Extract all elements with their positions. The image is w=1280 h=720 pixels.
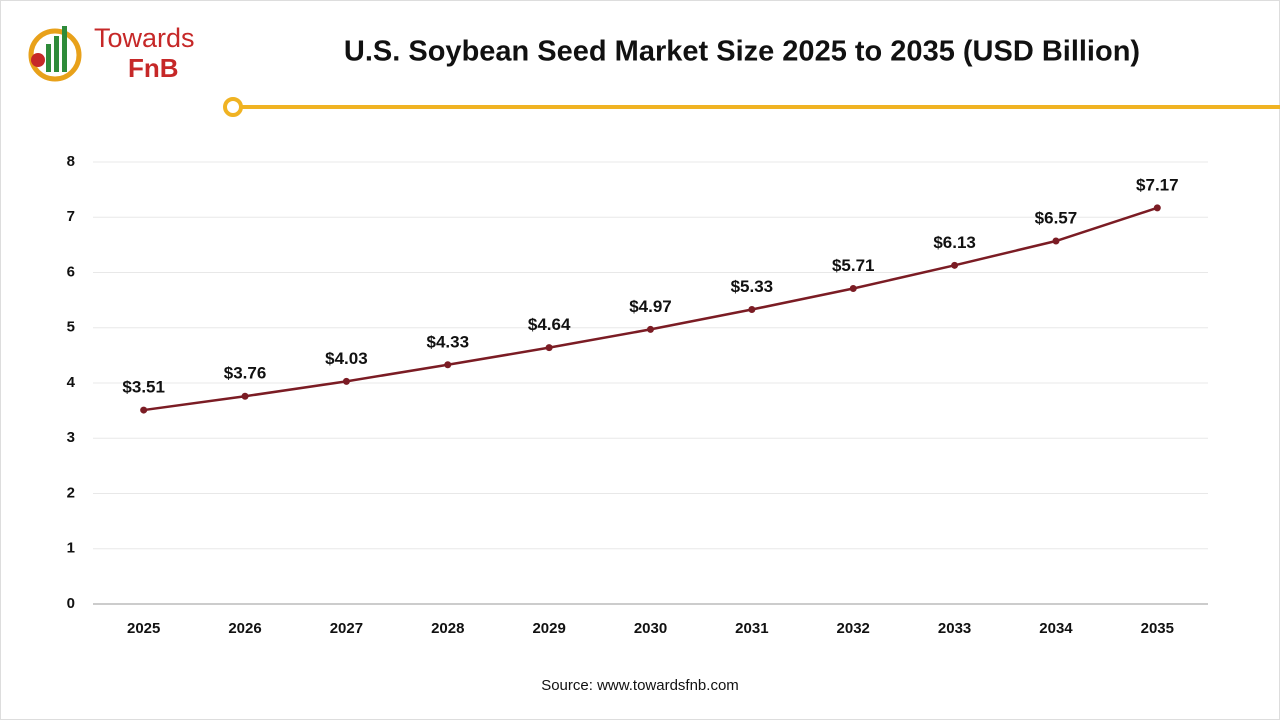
y-tick-label: 3 <box>67 429 75 446</box>
value-label: $4.97 <box>629 297 672 316</box>
y-tick-label: 8 <box>67 153 75 170</box>
logo-bar <box>62 26 67 72</box>
value-label: $4.03 <box>325 349 368 368</box>
logo-text: FnB <box>128 53 179 83</box>
x-tick-label: 2032 <box>837 620 870 637</box>
x-tick-label: 2028 <box>431 620 464 637</box>
value-label: $5.71 <box>832 256 875 275</box>
point <box>1153 204 1161 212</box>
y-tick-label: 5 <box>67 319 75 336</box>
point <box>342 377 350 385</box>
title-rule-dot <box>223 97 243 117</box>
logo-ring <box>28 28 82 82</box>
point <box>951 261 959 269</box>
logo: Towards FnB <box>28 23 195 83</box>
y-tick-label: 6 <box>67 263 75 280</box>
x-tick-label: 2033 <box>938 620 971 637</box>
x-tick-label: 2030 <box>634 620 667 637</box>
value-label: $3.51 <box>122 378 165 397</box>
y-tick-label: 7 <box>67 208 75 225</box>
logo-dot <box>31 53 45 67</box>
x-tick-label: 2025 <box>127 620 160 637</box>
point <box>241 392 249 400</box>
point <box>849 285 857 293</box>
point <box>1052 237 1060 245</box>
value-label: $7.17 <box>1136 175 1179 194</box>
x-tick-label: 2029 <box>532 620 565 637</box>
x-tick-label: 2027 <box>330 620 363 637</box>
point <box>647 325 654 333</box>
y-tick-label: 1 <box>67 540 75 557</box>
logo-bar <box>46 44 51 72</box>
y-tick-label: 0 <box>67 595 75 612</box>
x-tick-label: 2031 <box>735 620 768 637</box>
x-tick-label: 2034 <box>1039 620 1073 637</box>
value-label: $4.64 <box>528 315 571 334</box>
value-label: $6.13 <box>933 233 976 252</box>
source: Source: www.towardsfnb.com <box>541 677 739 694</box>
chart-title: U.S. Soybean Seed Market Size 2025 to 20… <box>344 36 1140 68</box>
point <box>545 344 553 352</box>
y-tick-label: 2 <box>67 484 75 501</box>
value-label: $3.76 <box>224 364 267 383</box>
logo-text: Towards <box>94 23 195 53</box>
value-label: $6.57 <box>1035 208 1078 227</box>
point <box>140 406 148 414</box>
value-label: $4.33 <box>426 332 469 351</box>
logo-bar <box>54 36 59 72</box>
value-label: $5.33 <box>731 277 774 296</box>
y-tick-label: 4 <box>67 374 76 391</box>
point <box>748 306 756 314</box>
point <box>444 361 452 369</box>
x-tick-label: 2026 <box>228 620 261 637</box>
x-tick-label: 2035 <box>1141 620 1174 637</box>
